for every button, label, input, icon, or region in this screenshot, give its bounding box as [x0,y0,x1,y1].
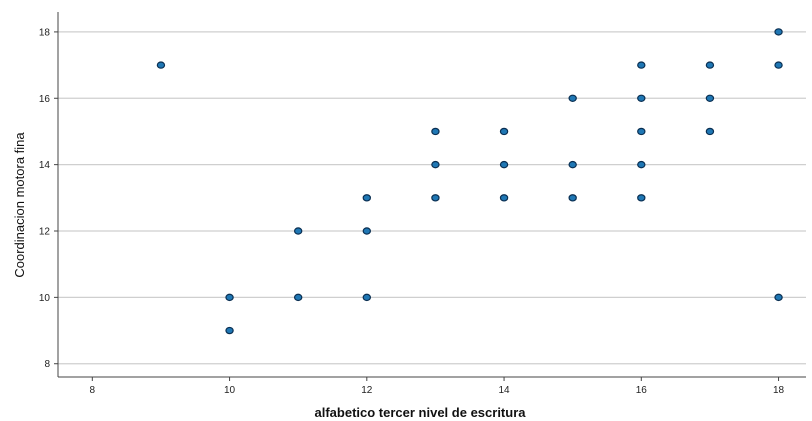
y-tick-label-16: 16 [39,94,51,105]
data-point-15 [568,160,577,169]
x-tick-label-10: 10 [224,385,236,396]
data-points [156,28,783,335]
x-axis-title: alfabetico tercer nivel de escritura [315,405,527,420]
axes [57,12,806,378]
y-tick-label-14: 14 [39,160,51,171]
data-point-6 [362,227,372,235]
data-point-4 [293,293,303,302]
data-point-1 [225,293,234,302]
data-point-20 [637,160,646,169]
data-point-9 [431,160,440,169]
y-tick-label-8: 8 [44,359,50,370]
data-point-16 [568,194,577,202]
y-axis-title: Coordinacion motora fina [12,132,27,278]
data-point-27 [774,293,783,302]
data-point-10 [431,194,440,202]
data-point-21 [637,194,646,202]
data-point-13 [499,194,509,202]
grid-lines [58,31,806,365]
data-point-5 [362,194,372,202]
x-tick-label-14: 14 [498,385,510,396]
data-point-26 [774,61,783,69]
data-point-0 [156,61,166,69]
data-point-11 [499,127,509,136]
y-tick-label-10: 10 [39,293,51,304]
data-point-14 [568,94,577,102]
data-point-8 [431,127,440,136]
x-ticks: 8 10 12 14 16 18 [90,377,785,396]
data-point-17 [637,61,646,69]
x-tick-label-18: 18 [773,385,785,396]
data-point-23 [705,94,715,102]
x-tick-label-12: 12 [361,385,373,396]
data-point-19 [637,127,646,136]
data-point-2 [225,326,234,335]
data-point-18 [637,94,646,102]
data-point-22 [705,61,715,69]
data-point-3 [293,227,303,235]
data-point-25 [774,28,783,36]
data-point-7 [362,293,372,302]
x-tick-label-16: 16 [636,385,648,396]
y-ticks: 8 10 12 14 16 18 [39,27,58,370]
y-tick-label-12: 12 [39,227,51,238]
x-tick-label-8: 8 [90,385,96,396]
data-point-24 [705,127,715,136]
y-tick-label-18: 18 [39,27,51,38]
data-point-12 [499,160,509,169]
